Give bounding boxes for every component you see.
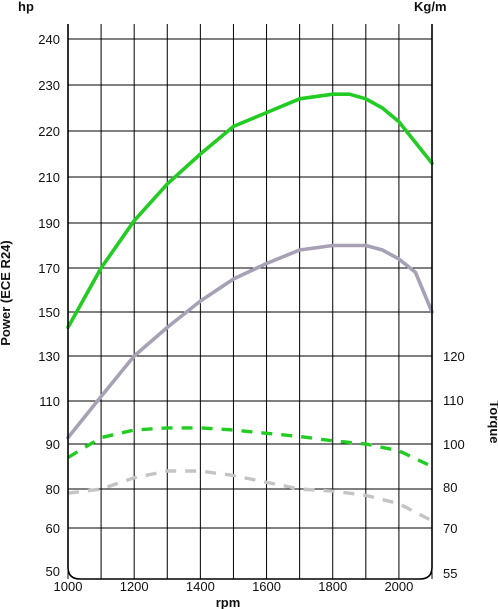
left-tick-label: 190 <box>38 216 60 231</box>
x-tick-label: 2000 <box>384 579 413 594</box>
x-tick-label: 1600 <box>252 579 281 594</box>
plot-frame <box>67 24 433 580</box>
x-tick-label: 1200 <box>120 579 149 594</box>
left-axis-ticks: 50 60 80 90 110 130 150 170 190 210 220 230 240 <box>38 32 60 579</box>
x-tick-label: 1400 <box>186 579 215 594</box>
x-tick-label: 1000 <box>54 579 83 594</box>
left-tick-label: 90 <box>46 437 60 452</box>
right-axis-unit: Kg/m <box>414 0 447 14</box>
x-tick-label: 1800 <box>318 579 347 594</box>
left-axis-title: Power (ECE R24) <box>0 240 13 345</box>
left-tick-label: 60 <box>46 521 60 536</box>
series-line-1 <box>66 92 434 330</box>
left-tick-label: 170 <box>38 261 60 276</box>
left-tick-label: 210 <box>38 170 60 185</box>
left-tick-label: 80 <box>46 482 60 497</box>
left-tick-label: 50 <box>46 564 60 579</box>
x-axis-ticks: 1000 1200 1400 1600 1800 2000 <box>54 579 414 594</box>
left-tick-label: 230 <box>38 78 60 93</box>
chart-frame <box>67 24 433 580</box>
x-axis-title: rpm <box>216 595 241 609</box>
series-line-4 <box>67 469 433 523</box>
right-tick-label: 100 <box>443 437 465 452</box>
right-tick-label: 120 <box>443 349 465 364</box>
right-tick-label: 80 <box>443 480 457 495</box>
right-tick-label: 70 <box>443 521 457 536</box>
chart-series <box>66 92 434 523</box>
left-tick-label: 150 <box>38 305 60 320</box>
series-line-2 <box>66 243 434 440</box>
series-line-3 <box>67 426 433 469</box>
right-tick-label: 110 <box>443 393 464 408</box>
left-tick-label: 110 <box>39 394 60 409</box>
right-axis-ticks: 55 70 80 100 110 120 <box>443 349 465 581</box>
left-tick-label: 130 <box>38 349 60 364</box>
left-tick-label: 240 <box>38 32 60 47</box>
right-tick-label: 55 <box>443 566 457 581</box>
right-axis-title: Torque <box>487 400 498 443</box>
left-axis-unit: hp <box>18 0 34 14</box>
left-tick-label: 220 <box>38 124 60 139</box>
